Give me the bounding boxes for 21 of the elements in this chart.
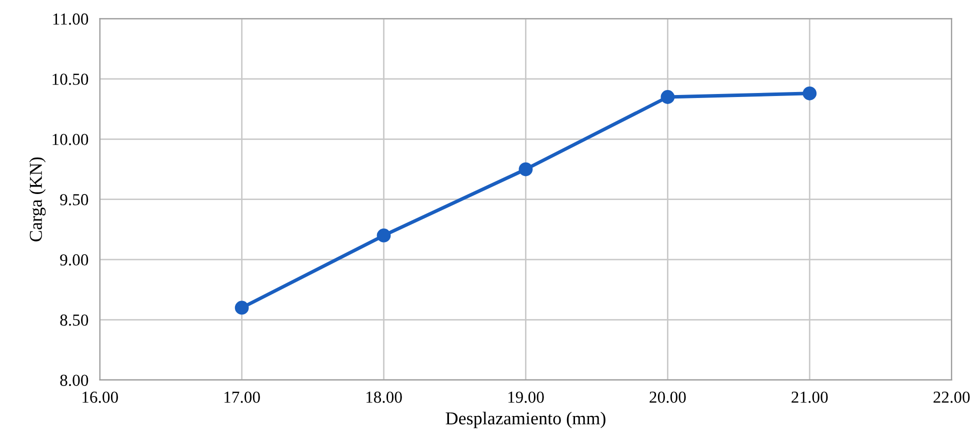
x-tick-label: 16.00 <box>82 392 118 403</box>
y-tick-label: 10.00 <box>52 134 88 146</box>
y-tick-label: 8.50 <box>60 314 88 326</box>
x-axis-title: Desplazamiento (mm) <box>446 412 606 428</box>
x-tick-label: 22.00 <box>934 392 970 403</box>
x-tick-label: 17.00 <box>224 392 260 403</box>
point <box>802 86 817 100</box>
x-tick-label: 21.00 <box>792 392 828 403</box>
point <box>376 228 391 242</box>
y-tick-label: 8.00 <box>60 374 88 386</box>
y-tick-label: 9.50 <box>60 194 88 206</box>
y-tick-label: 9.00 <box>60 254 88 266</box>
y-axis-title: Carga (KN) <box>29 157 46 242</box>
point <box>518 162 533 176</box>
x-tick-label: 20.00 <box>650 392 686 403</box>
y-tick-label: 10.50 <box>52 74 88 85</box>
x-tick-label: 19.00 <box>508 392 544 403</box>
x-tick-label: 18.00 <box>366 392 402 403</box>
y-tick-label: 11.00 <box>53 13 88 25</box>
point <box>660 90 675 104</box>
point <box>234 300 249 315</box>
